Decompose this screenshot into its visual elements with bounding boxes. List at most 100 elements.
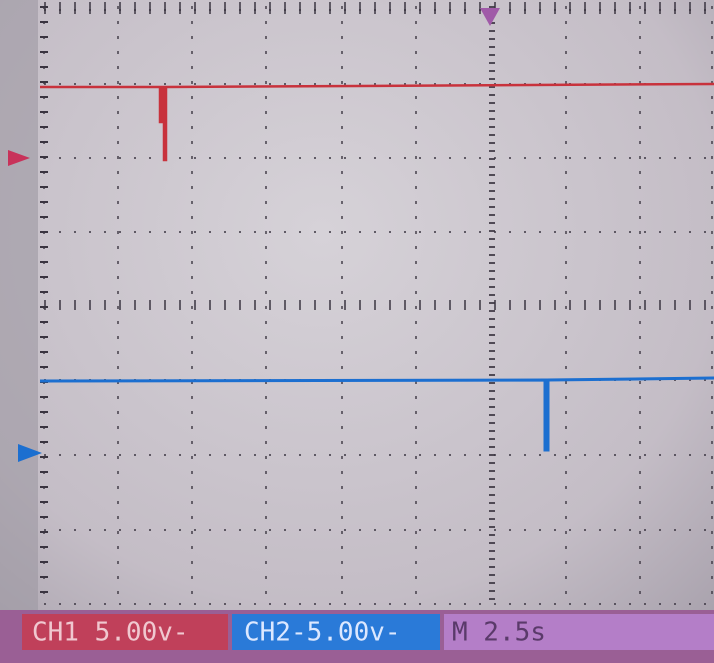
grid-dot — [265, 591, 267, 594]
grid-dot — [341, 276, 343, 279]
grid-dot — [434, 2, 436, 14]
grid-dot — [191, 531, 193, 534]
grid-dot — [341, 351, 343, 354]
grid-dot — [265, 276, 267, 279]
grid-dot — [711, 486, 713, 489]
grid-dot — [344, 157, 346, 159]
grid-dot — [644, 300, 646, 310]
grid-dot — [191, 246, 193, 249]
grid-dot — [74, 83, 76, 85]
grid-dot — [164, 454, 166, 456]
grid-dot — [711, 96, 713, 99]
grid-dot — [659, 2, 661, 14]
grid-dot — [265, 81, 267, 84]
grid-dot — [40, 216, 48, 218]
grid-dot — [40, 516, 48, 518]
grid-dot — [554, 529, 556, 531]
grid-dot — [659, 231, 661, 233]
grid-dot — [674, 231, 676, 233]
grid-dot — [415, 126, 417, 129]
grid-dot — [524, 157, 526, 159]
grid-dot — [191, 546, 193, 549]
grid-dot — [117, 156, 119, 159]
grid-dot — [179, 157, 181, 159]
grid-dot — [704, 2, 706, 14]
grid-dot — [489, 30, 495, 32]
grid-dot — [489, 494, 495, 496]
grid-dot — [164, 529, 166, 531]
grid-dot — [44, 603, 46, 605]
grid-dot — [117, 591, 119, 594]
grid-dot — [415, 261, 417, 264]
grid-dot — [639, 96, 641, 99]
grid-dot — [565, 216, 567, 219]
grid-dot — [489, 286, 495, 288]
grid-dot — [565, 531, 567, 534]
grid-dot — [341, 546, 343, 549]
grid-dot — [711, 396, 713, 399]
grid-dot — [40, 21, 48, 23]
grid-dot — [489, 406, 495, 408]
grid-dot — [415, 111, 417, 114]
grid-dot — [524, 529, 526, 531]
grid-dot — [191, 366, 193, 369]
grid-dot — [639, 216, 641, 219]
grid-dot — [191, 186, 193, 189]
grid-dot — [341, 51, 343, 54]
grid-dot — [419, 454, 421, 456]
grid-dot — [40, 321, 48, 323]
grid-dot — [40, 561, 48, 563]
grid-dot — [224, 83, 226, 85]
grid-dot — [509, 157, 511, 159]
grid-dot — [415, 351, 417, 354]
grid-dot — [89, 2, 91, 14]
grid-dot — [639, 441, 641, 444]
grid-dot — [239, 454, 241, 456]
grid-dot — [254, 2, 256, 14]
grid-dot — [494, 300, 496, 310]
grid-dot — [359, 231, 361, 233]
grid-dot — [711, 366, 713, 369]
grid-dot — [40, 51, 48, 53]
grid-dot — [40, 441, 48, 443]
grid-dot — [265, 441, 267, 444]
grid-dot — [44, 157, 46, 159]
grid-dot — [179, 529, 181, 531]
grid-dot — [509, 231, 511, 233]
grid-dot — [117, 546, 119, 549]
grid-dot — [59, 231, 61, 233]
grid-dot — [265, 246, 267, 249]
grid-dot — [415, 141, 417, 144]
grid-dot — [479, 454, 481, 456]
grid-dot — [509, 603, 511, 605]
grid-dot — [711, 351, 713, 354]
grid-dot — [639, 171, 641, 174]
grid-dot — [40, 276, 48, 278]
grid-dot — [639, 546, 641, 549]
grid-dot — [314, 529, 316, 531]
grid-dot — [341, 111, 343, 114]
grid-dot — [639, 186, 641, 189]
grid-dot — [639, 561, 641, 564]
grid-dot — [415, 186, 417, 189]
grid-dot — [434, 231, 436, 233]
grid-dot — [415, 426, 417, 429]
grid-dot — [265, 231, 267, 234]
grid-dot — [479, 231, 481, 233]
grid-dot — [434, 157, 436, 159]
grid-dot — [314, 157, 316, 159]
grid-dot — [565, 546, 567, 549]
grid-dot — [191, 6, 193, 9]
grid-dot — [179, 2, 181, 14]
grid-dot — [134, 603, 136, 605]
grid-dot — [704, 157, 706, 159]
grid-dot — [711, 441, 713, 444]
grid-dot — [639, 6, 641, 9]
grid-dot — [194, 529, 196, 531]
grid-dot — [299, 454, 301, 456]
grid-dot — [341, 411, 343, 414]
grid-dot — [639, 426, 641, 429]
grid-dot — [117, 261, 119, 264]
grid-dot — [659, 529, 661, 531]
grid-dot — [464, 2, 466, 14]
